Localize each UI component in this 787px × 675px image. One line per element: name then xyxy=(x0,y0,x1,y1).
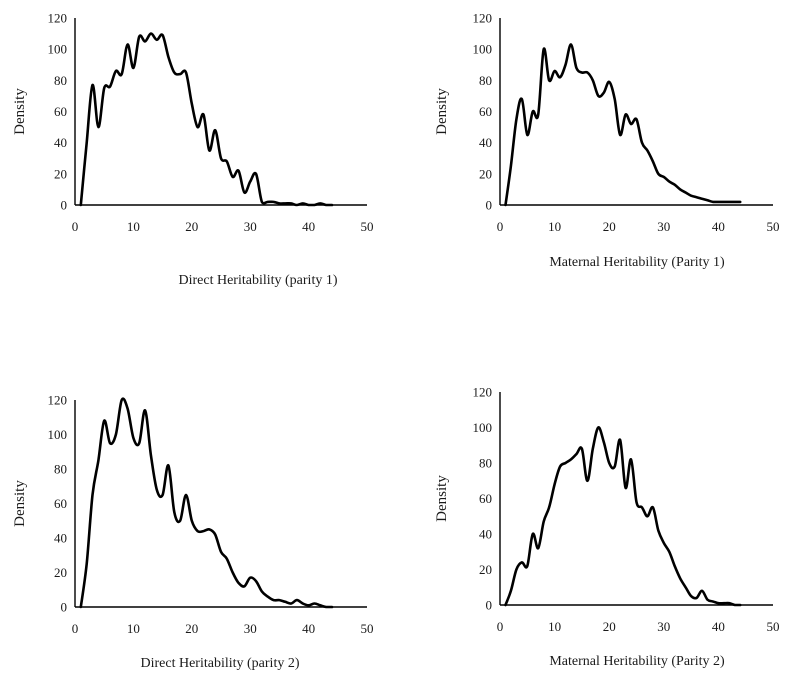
panel-3-density-line xyxy=(79,397,334,609)
panel-2-x-tick-label: 50 xyxy=(767,219,780,234)
panel-4-y-tick-label: 20 xyxy=(479,562,492,577)
panel-2-y-axis-label: Density xyxy=(434,88,450,135)
panel-3-y-tick-label: 120 xyxy=(48,393,68,408)
panel-3-x-tick-label: 40 xyxy=(302,621,315,636)
panel-4-x-tick-label: 40 xyxy=(712,619,725,634)
panel-4-y-tick-label: 40 xyxy=(479,527,492,542)
panel-3-x-tick-label: 20 xyxy=(185,621,198,636)
panel-1-x-tick-label: 20 xyxy=(185,219,198,234)
panel-4-y-axis-label: Density xyxy=(434,475,450,522)
panel-1-x-tick-label: 30 xyxy=(244,219,257,234)
panel-1-x-axis-label: Direct Heritability (parity 1) xyxy=(179,273,338,288)
panel-1-y-tick-label: 120 xyxy=(48,11,68,26)
panel-4-x-tick-label: 30 xyxy=(657,619,670,634)
panel-3-x-tick-label: 50 xyxy=(361,621,374,636)
panel-2-y-tick-label: 40 xyxy=(479,135,492,150)
panel-4-density-line xyxy=(504,426,742,607)
panel-1-y-tick-label: 60 xyxy=(54,104,67,119)
panel-1-x-tick-label: 50 xyxy=(361,219,374,234)
panel-3-y-tick-label: 100 xyxy=(48,427,68,442)
panel-2-y-tick-label: 60 xyxy=(479,104,492,119)
panel-3-x-tick-label: 10 xyxy=(127,621,140,636)
panel-2-y-tick-label: 20 xyxy=(479,166,492,181)
panel-1-x-tick-label: 10 xyxy=(127,219,140,234)
panel-4-y-tick-label: 80 xyxy=(479,456,492,471)
panel-4-y-tick-label: 60 xyxy=(479,491,492,506)
panel-2-y-tick-label: 100 xyxy=(473,42,493,57)
panel-1-y-axis-label: Density xyxy=(12,88,28,135)
panel-3-x-tick-label: 30 xyxy=(244,621,257,636)
panel-4-x-axis-label: Maternal Heritability (Parity 2) xyxy=(549,654,725,669)
panel-4-y-tick-label: 0 xyxy=(486,598,493,613)
panel-3-y-tick-label: 20 xyxy=(54,565,67,580)
panel-1-x-tick-label: 40 xyxy=(302,219,315,234)
panel-1-y-tick-label: 40 xyxy=(54,135,67,150)
panel-2-x-axis-label: Maternal Heritability (Parity 1) xyxy=(549,255,725,270)
panel-2-x-tick-label: 40 xyxy=(712,219,725,234)
panel-1-y-tick-label: 100 xyxy=(48,42,68,57)
panel-2-y-tick-label: 120 xyxy=(473,11,493,26)
panel-1-density-line xyxy=(79,32,334,207)
panel-4-x-tick-label: 0 xyxy=(497,619,504,634)
panel-4-y-tick-label: 100 xyxy=(473,420,493,435)
panel-3-x-tick-label: 0 xyxy=(72,621,79,636)
panel-3-y-tick-label: 60 xyxy=(54,496,67,511)
panel-2-x-tick-label: 10 xyxy=(548,219,561,234)
panel-2-y-tick-label: 0 xyxy=(486,198,493,213)
panel-4-y-tick-label: 120 xyxy=(473,385,493,400)
panel-1-y-tick-label: 80 xyxy=(54,73,67,88)
panel-4-x-tick-label: 10 xyxy=(548,619,561,634)
panel-1-y-tick-label: 0 xyxy=(61,198,68,213)
panel-2-x-tick-label: 20 xyxy=(603,219,616,234)
panel-3-y-tick-label: 0 xyxy=(61,600,68,615)
panel-2-x-tick-label: 0 xyxy=(497,219,504,234)
panel-4-x-tick-label: 50 xyxy=(767,619,780,634)
panel-3-y-tick-label: 80 xyxy=(54,462,67,477)
panel-2-y-tick-label: 80 xyxy=(479,73,492,88)
panel-1-y-tick-label: 20 xyxy=(54,166,67,181)
panel-2-density-line xyxy=(504,43,742,207)
panel-4-x-tick-label: 20 xyxy=(603,619,616,634)
panel-3-y-tick-label: 40 xyxy=(54,531,67,546)
panel-1-x-tick-label: 0 xyxy=(72,219,79,234)
panel-2-x-tick-label: 30 xyxy=(657,219,670,234)
panel-3-x-axis-label: Direct Heritability (parity 2) xyxy=(141,656,300,671)
panel-3-y-axis-label: Density xyxy=(12,480,28,527)
